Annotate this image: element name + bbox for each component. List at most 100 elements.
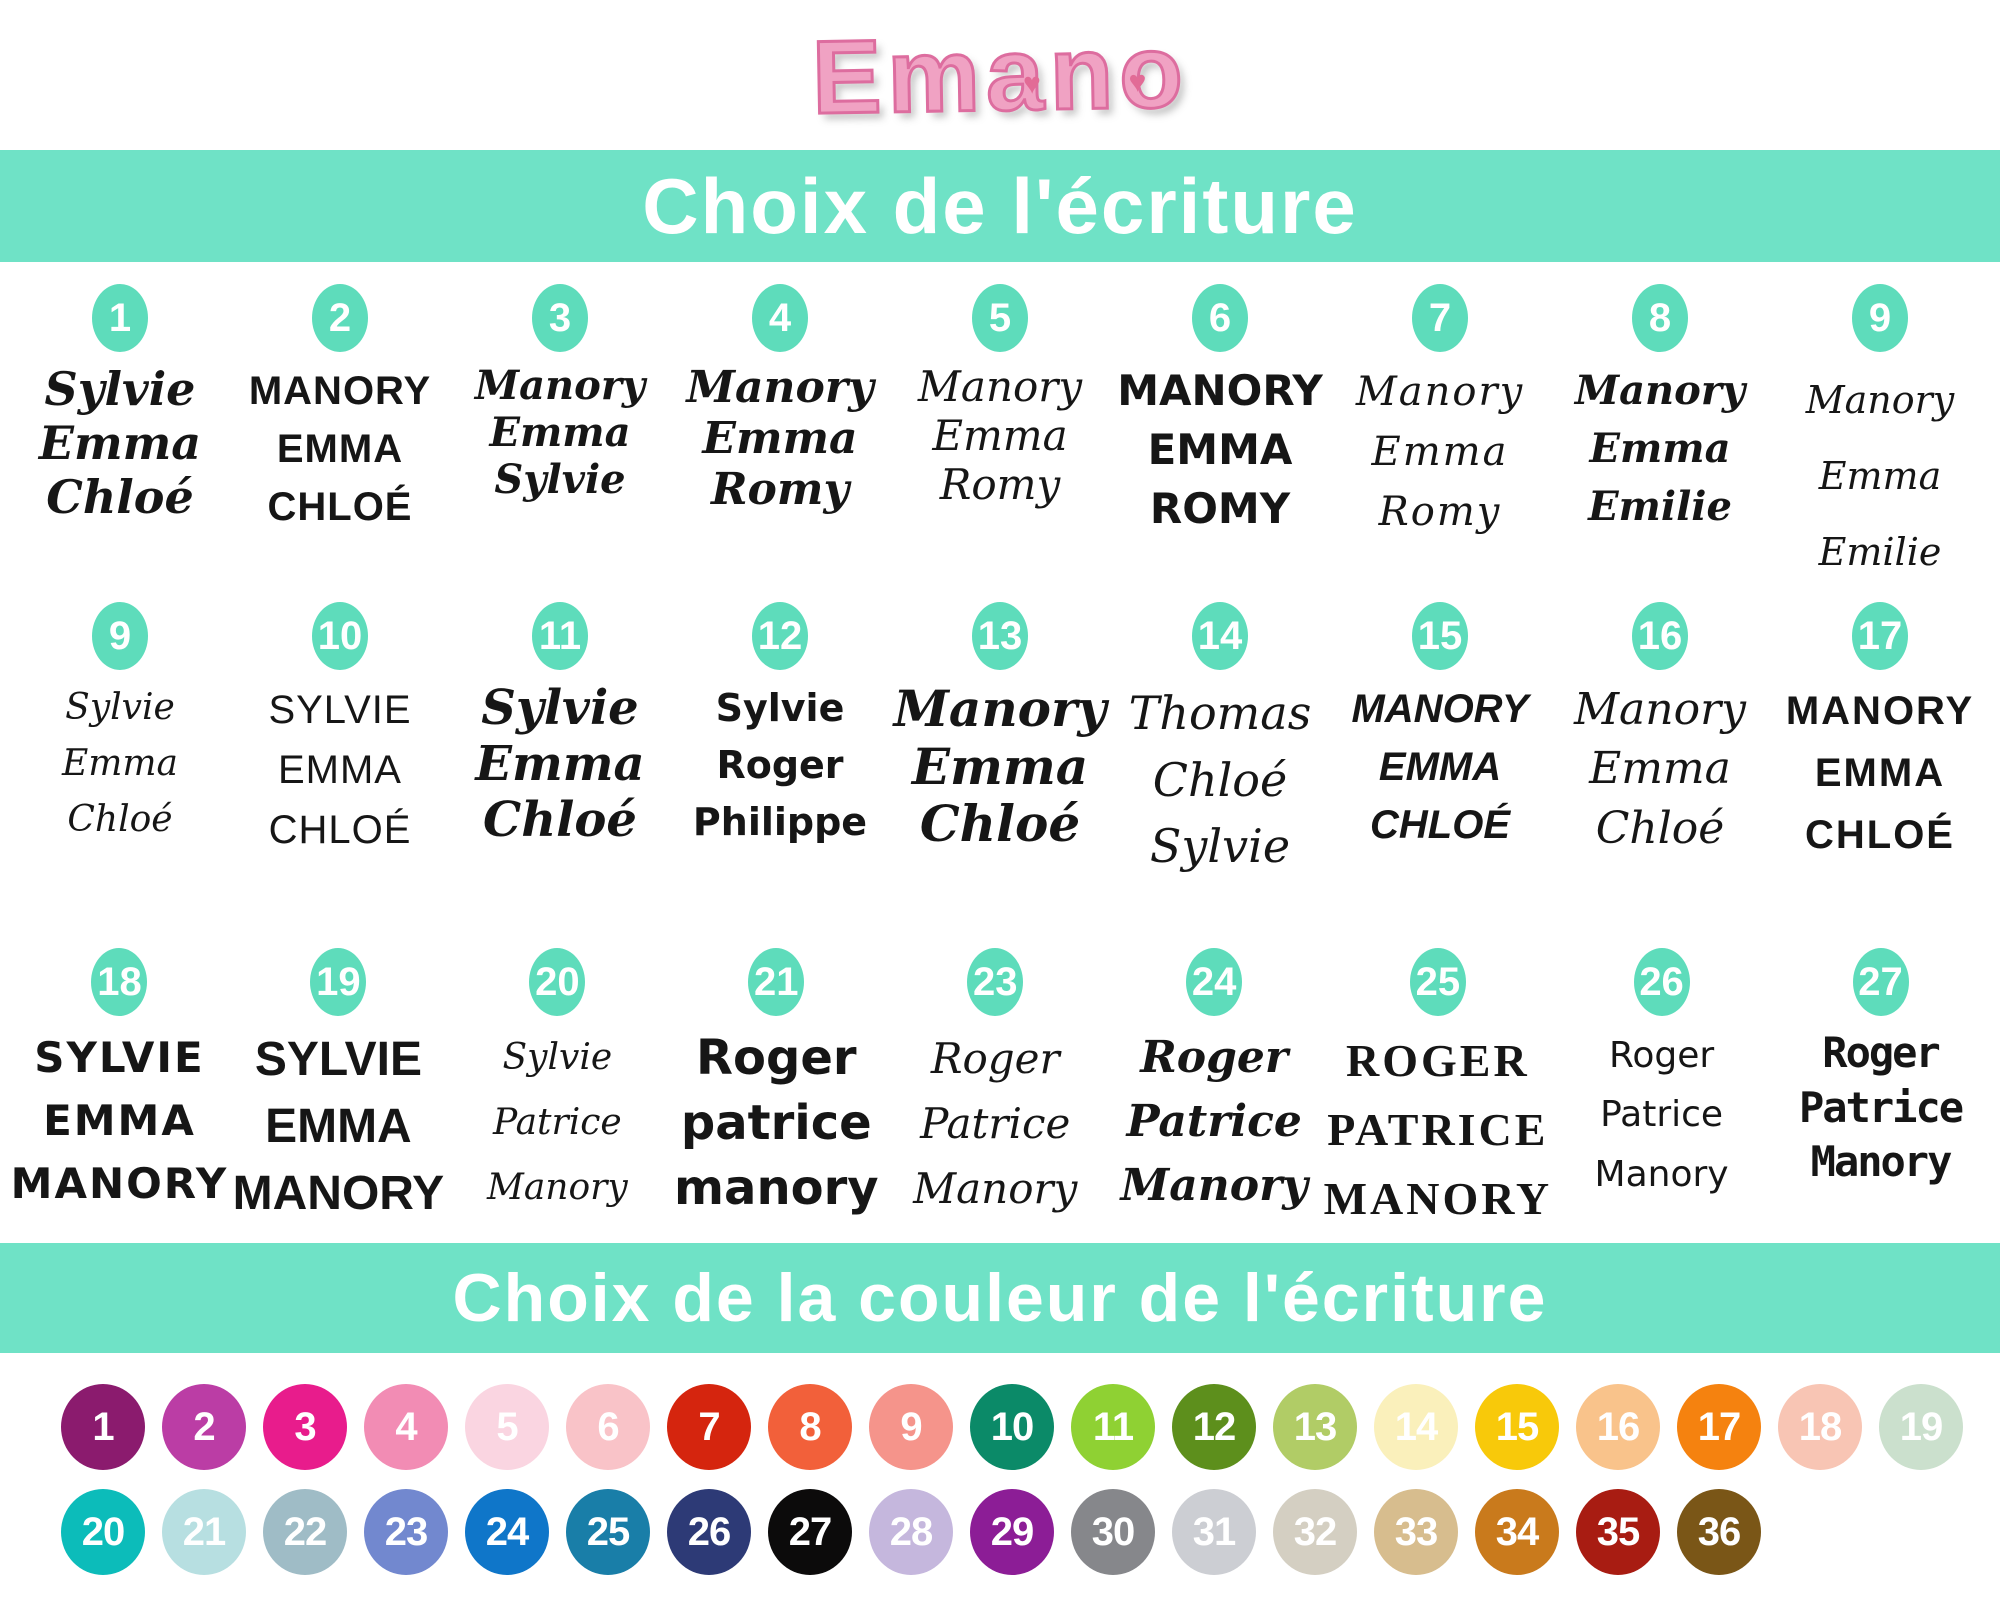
font-number-badge: 10: [311, 602, 368, 670]
color-choice-12: 12: [1172, 1384, 1256, 1470]
font-number-badge: 14: [1192, 602, 1248, 670]
font-choice-9: 9 Manory Emma Emilie: [1806, 284, 1954, 590]
font-choice-1: 1 Sylvie Emma Chloé: [39, 284, 201, 524]
color-choice-26: 26: [667, 1489, 751, 1575]
font-number-badge: 8: [1632, 284, 1688, 352]
font-sample: SYLVIE EMMA MANORY: [232, 1033, 445, 1221]
color-choice-33: 33: [1374, 1489, 1458, 1575]
font-number-badge: 26: [1633, 948, 1690, 1016]
color-choice-30: 30: [1071, 1489, 1155, 1575]
font-sample: Sylvie Emma Chloé: [38, 362, 202, 524]
color-choice-1: 1: [61, 1384, 145, 1470]
color-section-title: Choix de la couleur de l'écriture: [452, 1260, 1548, 1336]
writing-section-title: Choix de l'écriture: [642, 161, 1358, 250]
font-choice-23: 23 Roger Patrice Manory: [913, 948, 1077, 1221]
color-choice-10: 10: [970, 1384, 1054, 1470]
color-choice-9: 9: [869, 1384, 953, 1470]
heart-icon: ♥: [1022, 67, 1047, 101]
font-choice-27: 27 Roger Patrice Manory: [1799, 948, 1964, 1190]
font-number-badge: 18: [91, 948, 148, 1016]
heart-icon: ♥: [1127, 65, 1153, 99]
color-choice-7: 7: [667, 1384, 751, 1470]
font-sample: Sylvie Emma Chloé: [61, 687, 178, 840]
color-choice-11: 11: [1071, 1384, 1155, 1470]
font-number-badge: 12: [752, 602, 808, 670]
font-choice-5: 5 Manory Emma Romy: [918, 284, 1082, 509]
font-choice-14: 14 Thomas Chloé Sylvie: [1128, 602, 1312, 880]
font-sample: Sylvie Roger Philippe: [692, 686, 868, 844]
color-choice-22: 22: [263, 1489, 347, 1575]
font-choice-18: 18 SYLVIE EMMA MANORY: [11, 948, 229, 1215]
font-number-badge: 17: [1851, 602, 1908, 670]
font-sample: ROGER PATRICE MANORY: [1323, 1035, 1553, 1224]
font-choice-9: 9 Sylvie Emma Chloé: [62, 602, 178, 847]
font-sample: Roger Patrice Manory: [1799, 1028, 1964, 1187]
font-number-badge: 1: [92, 284, 148, 352]
font-number-badge: 16: [1631, 602, 1688, 670]
color-choice-3: 3: [263, 1384, 347, 1470]
font-number-badge: 9: [1852, 284, 1908, 352]
color-choice-17: 17: [1677, 1384, 1761, 1470]
font-sample: Manory Emma Romy: [686, 362, 874, 515]
color-choice-13: 13: [1273, 1384, 1357, 1470]
color-choice-35: 35: [1576, 1489, 1660, 1575]
color-choice-16: 16: [1576, 1384, 1660, 1470]
font-number-badge: 15: [1412, 602, 1468, 670]
color-choice-18: 18: [1778, 1384, 1862, 1470]
font-choice-3: 3 Manory Emma Sylvie: [475, 284, 645, 503]
font-sample: SYLVIE EMMA CHLOÉ: [268, 688, 412, 852]
font-choices-row-3: 18 SYLVIE EMMA MANORY 19 SYLVIE EMMA MANORY 20 Sy…: [10, 948, 1990, 1233]
font-number-badge: 2: [311, 284, 368, 352]
color-choice-2: 2: [162, 1384, 246, 1470]
font-sample: Manory Emma Emilie: [1574, 367, 1746, 530]
font-choice-8: 8 Manory Emma Emilie: [1575, 284, 1745, 536]
font-sample: Sylvie Patrice Manory: [486, 1037, 628, 1208]
color-choice-27: 27: [768, 1489, 852, 1575]
color-choices-row-1: 1 2 3 4 5 6 7 8 9 10 11 12 13 14 15 16 17 18 19: [61, 1384, 1963, 1470]
font-sample: Thomas Chloé Sylvie: [1128, 686, 1312, 874]
font-number-badge: 3: [532, 284, 588, 352]
font-sample: Manory Emma Chloé: [1573, 684, 1746, 854]
color-choice-24: 24: [465, 1489, 549, 1575]
color-choice-28: 28: [869, 1489, 953, 1575]
color-choices-row-2: 20 21 22 23 24 25 26 27 28 29 30 31 32 33 34 35 36: [61, 1489, 1761, 1575]
font-number-badge: 6: [1192, 284, 1248, 352]
font-sample: MANORY EMMA CHLOÉ: [1351, 687, 1529, 847]
font-sample: MANORY EMMA ROMY: [1117, 366, 1323, 533]
font-sample: Manory Emma Romy: [1355, 369, 1525, 535]
font-number-badge: 21: [748, 948, 805, 1016]
font-number-badge: 19: [310, 948, 367, 1016]
font-number-badge: 27: [1852, 948, 1909, 1016]
font-choice-26: 26 Roger Patrice Manory: [1595, 948, 1729, 1204]
font-choice-4: 4 Manory Emma Romy: [686, 284, 874, 515]
color-choice-34: 34: [1475, 1489, 1559, 1575]
font-choice-21: 21 Roger patrice manory: [674, 948, 879, 1220]
font-number-badge: 25: [1409, 948, 1466, 1016]
font-choice-17: 17 MANORY EMMA CHLOÉ: [1786, 602, 1974, 866]
font-choices-row-2: 9 Sylvie Emma Chloé 10 SYLVIE EMMA CHLOÉ 11 Sylvi…: [10, 602, 1990, 880]
font-choice-20: 20 Sylvie Patrice Manory: [487, 948, 628, 1220]
font-number-badge: 11: [531, 602, 588, 670]
font-choice-11: 11 Sylvie Emma Chloé: [475, 602, 645, 848]
color-choice-29: 29: [970, 1489, 1054, 1575]
font-choice-6: 6 MANORY EMMA ROMY: [1117, 284, 1323, 538]
font-number-badge: 4: [752, 284, 808, 352]
font-choice-10: 10 SYLVIE EMMA CHLOÉ: [268, 602, 411, 860]
font-choice-12: 12 Sylvie Roger Philippe: [693, 602, 867, 851]
color-choice-36: 36: [1677, 1489, 1761, 1575]
color-choice-25: 25: [566, 1489, 650, 1575]
font-sample: MANORY EMMA CHLOÉ: [248, 369, 432, 529]
font-sample: Manory Emma Sylvie: [474, 362, 646, 503]
font-sample: Manory Emma Chloé: [893, 679, 1107, 853]
font-choice-19: 19 SYLVIE EMMA MANORY: [232, 948, 445, 1228]
font-sample: Roger Patrice Manory: [1120, 1032, 1308, 1211]
font-number-badge: 9: [91, 602, 148, 670]
font-choices-row-1: 1 Sylvie Emma Chloé 2 MANORY EMMA CHLOÉ 3 Manory E…: [10, 284, 1990, 590]
color-choice-19: 19: [1879, 1384, 1963, 1470]
font-number-badge: 23: [967, 948, 1024, 1016]
color-choice-15: 15: [1475, 1384, 1559, 1470]
font-number-badge: 24: [1186, 948, 1243, 1016]
color-choice-8: 8: [768, 1384, 852, 1470]
font-choice-15: 15 MANORY EMMA CHLOÉ: [1351, 602, 1529, 854]
